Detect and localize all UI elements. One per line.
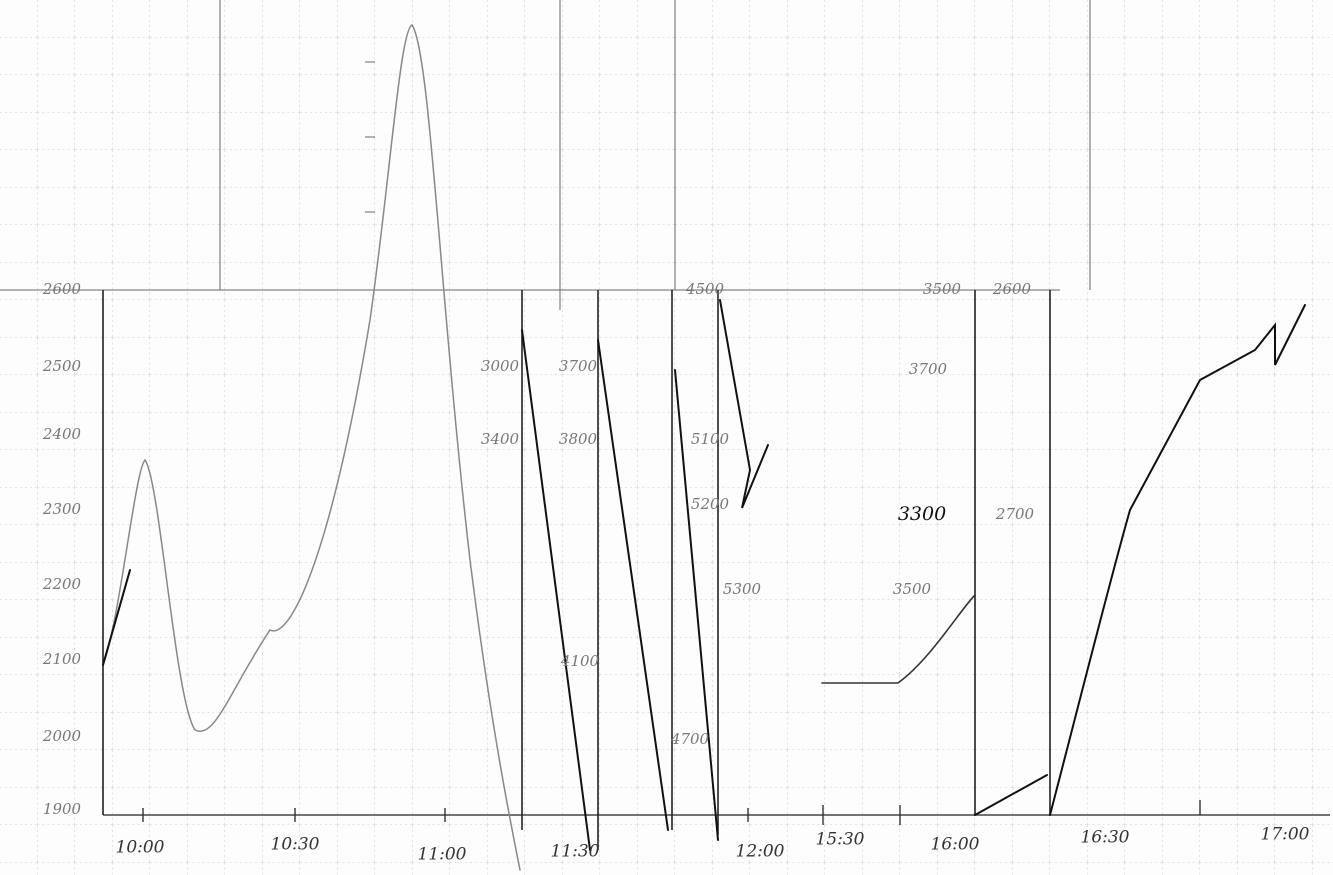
axis-label: 2100 [42, 650, 82, 668]
axis-label: 4100 [560, 652, 600, 670]
axis-label: 3500 [893, 580, 932, 598]
time-label: 10:00 [116, 838, 165, 858]
axis-label: 2400 [42, 425, 82, 443]
axis-label: 3700 [909, 360, 948, 378]
axis-label: 2000 [42, 727, 82, 745]
axis-label: 2300 [42, 500, 82, 518]
axis-label: 1900 [43, 800, 82, 818]
tick-marks [142, 800, 1201, 825]
axis-label: 5300 [723, 580, 762, 598]
axis-label: 3500 [923, 280, 962, 298]
axis-label: 3300 [898, 503, 946, 525]
curves [102, 24, 1306, 871]
axis-label: 3800 [559, 430, 598, 448]
axis-label: 2200 [42, 575, 82, 593]
time-label: 12:00 [736, 842, 785, 862]
time-label: 15:30 [816, 830, 865, 850]
time-label: 16:30 [1081, 828, 1130, 848]
axis-label: 4500 [685, 280, 725, 298]
axis-label: 2500 [42, 357, 82, 375]
time-label: 11:30 [551, 842, 600, 862]
axis-label: 2600 [992, 280, 1032, 298]
axis-label: 2600 [42, 280, 82, 298]
axis-label: 3000 [481, 357, 520, 375]
time-label: 16:00 [931, 835, 980, 855]
time-label: 10:30 [271, 835, 320, 855]
time-label: 11:00 [418, 845, 467, 865]
axis-label: 5200 [691, 495, 730, 513]
axis-label: 3700 [559, 357, 598, 375]
axis-label: 2700 [995, 505, 1035, 523]
labels: 2600 2500 2400 2300 2200 2100 2000 1900 3000 3400… [42, 280, 1310, 865]
axis-label: 4700 [670, 730, 710, 748]
axis-label: 5100 [691, 430, 730, 448]
time-label: 17:00 [1261, 825, 1310, 845]
axis-label: 3400 [481, 430, 520, 448]
